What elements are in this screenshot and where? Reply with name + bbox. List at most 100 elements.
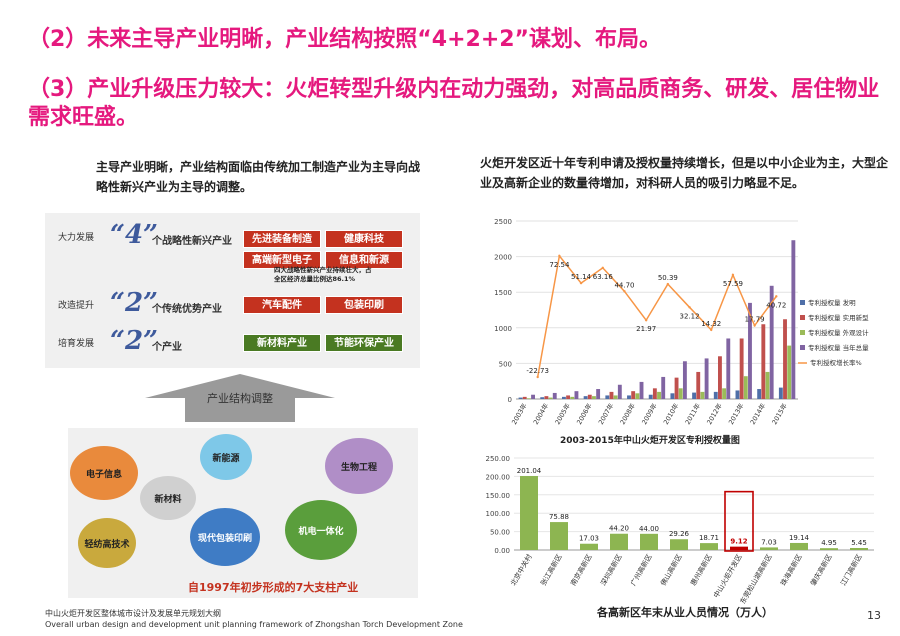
x-tick-label: 2013年 xyxy=(726,401,746,426)
tag-health-tech: 健康科技 xyxy=(325,230,403,248)
bubble-textile: 轻纺高技术 xyxy=(78,518,136,568)
patent-bar xyxy=(743,376,748,399)
growth-label: -22.73 xyxy=(526,367,549,375)
right-caption: 火炬开发区近十年专利申请及授权量持续增长，但是以中小企业为主，大型企业及高新企业… xyxy=(480,156,889,190)
x-tick-label: 2006年 xyxy=(574,401,594,426)
patent-bar xyxy=(682,361,687,399)
tag-auto-parts: 汽车配件 xyxy=(243,296,321,314)
patent-bar xyxy=(540,397,545,399)
employment-value-label: 44.00 xyxy=(639,525,659,533)
growth-point xyxy=(710,328,713,332)
patent-bar xyxy=(648,394,653,399)
patent-chart: 0 500 1000 1500 2000 2500 2003年 2004年 2005年 2006年… xyxy=(494,218,869,426)
growth-point xyxy=(623,290,626,293)
x-tick-label: 惠州高新区 xyxy=(688,553,713,588)
patent-bar xyxy=(739,338,744,399)
patent-bar xyxy=(791,240,796,399)
legend-swatch xyxy=(800,315,805,320)
patent-bar xyxy=(627,395,631,399)
y-tick-label: 50.00 xyxy=(490,529,510,537)
patent-bar xyxy=(718,356,722,399)
employment-bar xyxy=(610,533,628,550)
tag-info-new-energy: 信息和新源 xyxy=(325,251,403,269)
patent-bar xyxy=(566,395,571,399)
employment-bar xyxy=(640,533,658,550)
patent-bar xyxy=(592,396,596,399)
headline-upgrade: （3）产业升级压力较大：火炬转型升级内在动力强劲，对高品质商务、研发、居住物业需… xyxy=(28,77,880,130)
x-tick-label: 北京中关村 xyxy=(508,553,533,588)
patent-bar xyxy=(761,324,766,399)
bubble-electronics: 电子信息 xyxy=(70,446,138,500)
tag-new-materials: 新材料产业 xyxy=(243,334,321,352)
left-caption: 主导产业明晰，产业结构面临由传统加工制造产业为主导向战略性新兴产业为主导的调整。 xyxy=(96,160,421,194)
bubble-new-materials: 新材料 xyxy=(140,476,196,520)
legend-label: 专利授权增长率% xyxy=(810,358,862,367)
emerging-share-note: 四大战略性新兴产业持续壮大，占全区经济总量比例达86.1% xyxy=(274,266,372,283)
legend-label: 专利授权量 当年总量 xyxy=(808,343,869,352)
employment-bar xyxy=(790,542,808,550)
employment-chart-title: 各高新区年末从业人员情况（万人） xyxy=(597,606,773,619)
pillar-industries-title: 自1997年初步形成的7大支柱产业 xyxy=(188,581,359,594)
patent-bar xyxy=(670,393,675,399)
up-arrow-icon xyxy=(145,374,335,422)
patent-bar xyxy=(783,319,787,399)
x-tick-label: 2007年 xyxy=(596,401,616,426)
patent-bar xyxy=(787,345,792,399)
y-tick-label: 1000 xyxy=(494,325,512,333)
patent-bar xyxy=(639,381,644,399)
x-tick-label: 南京高新区 xyxy=(568,553,593,588)
patent-bar xyxy=(661,376,666,399)
growth-label: 32.12 xyxy=(680,312,700,320)
legend-swatch xyxy=(800,330,805,335)
growth-label: 51.14 xyxy=(571,273,592,281)
patent-bar xyxy=(518,397,523,399)
y-tick-label: 0 xyxy=(508,396,512,404)
growth-label: 57.59 xyxy=(723,280,743,288)
growth-point xyxy=(731,273,735,277)
patent-bar xyxy=(657,391,661,399)
row-desc-emerging: 个战略性新兴产业 xyxy=(152,236,232,247)
growth-point xyxy=(579,281,583,285)
y-tick-label: 2500 xyxy=(494,218,512,226)
patent-bar xyxy=(722,388,727,399)
x-tick-label: 东莞松山湖高新区 xyxy=(738,553,774,606)
legend-label: 专利授权量 发明 xyxy=(808,298,856,307)
employment-bar xyxy=(760,547,778,550)
patent-bar xyxy=(552,392,557,399)
number-two-cultivate: “2” xyxy=(110,326,159,356)
patent-bar xyxy=(522,396,527,399)
tag-energy-saving: 节能环保产业 xyxy=(325,334,403,352)
patent-bar xyxy=(574,391,579,399)
x-tick-label: 肇庆高新区 xyxy=(808,553,833,588)
employment-bar xyxy=(670,539,688,550)
employment-bar xyxy=(820,548,838,550)
y-tick-label: 150.00 xyxy=(486,492,511,500)
patent-bar xyxy=(700,391,705,399)
patent-bar xyxy=(561,396,566,399)
bubble-packaging: 现代包装印刷 xyxy=(190,508,260,566)
employment-bar xyxy=(580,543,598,550)
employment-bar xyxy=(730,546,748,550)
patent-bar xyxy=(583,396,588,399)
employment-value-label: 7.03 xyxy=(761,538,777,546)
employment-value-label: 5.45 xyxy=(851,539,867,547)
patent-bar xyxy=(757,389,762,399)
employment-chart: 0.00 50.00 100.00 150.00 200.00 250.00 201.04 北… xyxy=(486,455,874,606)
growth-label: 63.16 xyxy=(593,273,614,281)
employment-value-label: 9.12 xyxy=(730,538,747,546)
y-tick-label: 2000 xyxy=(494,254,512,262)
highlight-box xyxy=(724,490,754,552)
y-tick-label: 250.00 xyxy=(486,455,511,463)
growth-point xyxy=(666,282,670,286)
x-tick-label: 2003年 xyxy=(509,401,529,426)
x-tick-label: 张江高新区 xyxy=(538,553,563,588)
x-tick-label: 2012年 xyxy=(704,401,724,426)
headline-structure: （2）未来主导产业明晰，产业结构按照“4+2+2”谋划、布局。 xyxy=(28,27,662,52)
patent-bar xyxy=(652,388,657,399)
employment-value-label: 29.26 xyxy=(669,530,690,538)
x-tick-label: 2008年 xyxy=(618,401,638,426)
x-tick-label: 江门高新区 xyxy=(838,553,863,588)
employment-bar xyxy=(520,476,538,550)
patent-bar xyxy=(587,394,592,399)
patent-bar xyxy=(526,398,531,399)
